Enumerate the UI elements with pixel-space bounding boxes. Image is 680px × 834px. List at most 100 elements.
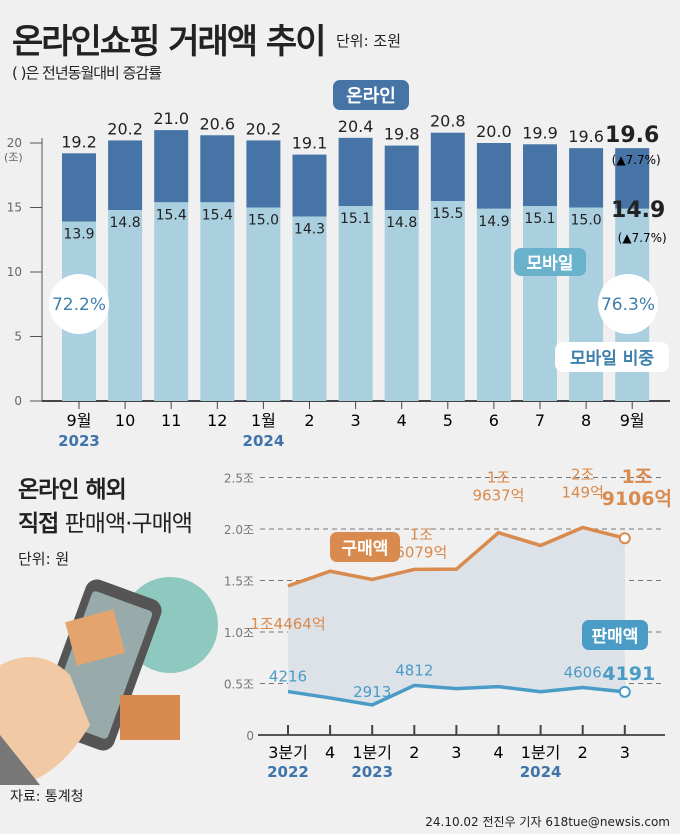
x-tick-label: 3 xyxy=(620,743,630,762)
x-tick-label: 2 xyxy=(304,411,314,430)
y-tick-label: 0 xyxy=(14,394,22,408)
online-value-label: 19.6 xyxy=(568,127,604,146)
title-rest: 판매액·구매액 xyxy=(58,511,193,537)
x-tick-label: 8 xyxy=(581,411,591,430)
mobile-value-label: 15.0 xyxy=(248,213,279,229)
online-value-label: 20.2 xyxy=(246,119,282,138)
online-bar xyxy=(200,135,235,203)
y-tick-label: 10 xyxy=(7,265,22,279)
online-bar xyxy=(430,132,465,202)
line-chart-title-2: 직접 판매액·구매액 xyxy=(18,504,193,538)
sales-value-label: 4216 xyxy=(269,668,307,686)
mobile-bar xyxy=(384,210,419,401)
online-value-label: 19.2 xyxy=(61,132,97,151)
hand-icon xyxy=(0,657,90,785)
line-chart: 0 0.5조 1.0조 1.5조 2.0조 2.5조 3분기 4 1분기 2 3 4 1분기 2 3 2022… xyxy=(224,465,672,781)
mobile-value-label: 14.3 xyxy=(294,222,325,238)
x-tick-label: 12 xyxy=(207,411,227,430)
share-circle xyxy=(598,274,658,334)
online-value-label: 20.4 xyxy=(338,117,374,136)
online-value-label: 19.1 xyxy=(292,134,328,153)
mobile-legend-badge xyxy=(514,248,586,276)
y-tick-label: 1.0조 xyxy=(224,626,254,640)
y-tick-label: 15 xyxy=(7,201,22,215)
mobile-value-label: 15.1 xyxy=(524,211,555,227)
line-unit-label: 단위: 원 xyxy=(18,550,70,568)
mobile-value-label: 14.9 xyxy=(611,198,665,223)
x-tick-label: 11 xyxy=(161,411,181,430)
phone-shopping-illustration xyxy=(0,577,218,785)
mobile-bar xyxy=(246,207,281,401)
online-value-label: 19.6 xyxy=(605,123,659,148)
x-tick-label: 4 xyxy=(325,743,335,762)
page-title: 온라인쇼핑 거래액 추이 xyxy=(12,22,326,62)
purchase-line xyxy=(287,525,626,588)
mobile-value-label: 14.8 xyxy=(110,215,141,231)
mobile-bar xyxy=(154,202,189,401)
x-tick-label: 7 xyxy=(535,411,545,430)
online-bar xyxy=(246,140,281,208)
purchase-value-label: 1조 6079억 xyxy=(395,525,447,561)
source: 자료: 통계청 xyxy=(10,789,84,805)
gap-area xyxy=(288,527,625,705)
share-last: 76.3% xyxy=(601,295,655,315)
online-value-label: 19.9 xyxy=(522,123,558,142)
unit-label: 단위: 조원 xyxy=(336,32,402,50)
share-label-badge xyxy=(555,342,669,372)
y-tick-label: 2.0조 xyxy=(224,523,254,537)
sales-legend: 판매액 xyxy=(592,627,639,647)
mobile-legend: 모바일 xyxy=(527,254,574,274)
sales-line xyxy=(287,683,625,707)
y-tick-label: 1.5조 xyxy=(224,575,254,589)
x-tick-label: 9월 xyxy=(620,411,645,430)
x-tick-label: 5 xyxy=(443,411,453,430)
end-point-marker xyxy=(618,685,631,698)
purchase-value-label: 1조 9106억 xyxy=(602,466,672,510)
line-chart-title-1: 온라인 해외 xyxy=(18,477,127,503)
x-tick-label: 2 xyxy=(409,743,419,762)
mobile-bar xyxy=(200,202,235,401)
online-legend: 온라인 xyxy=(346,86,396,107)
mobile-value-label: 13.9 xyxy=(63,227,94,243)
year-label: 2023 xyxy=(351,763,393,781)
x-tick-label: 6 xyxy=(489,411,499,430)
y-tick-label: 2.5조 xyxy=(224,472,254,486)
year-label: 2024 xyxy=(243,432,285,450)
x-tick-label: 9월 xyxy=(67,411,92,430)
mobile-bar xyxy=(430,201,465,401)
share-label: 모바일 비중 xyxy=(570,349,654,369)
online-value-label: 20.8 xyxy=(430,112,466,131)
mobile-bar xyxy=(338,206,373,401)
sales-value-label: 4191 xyxy=(602,663,655,685)
y-tick-label: 0 xyxy=(246,729,254,743)
online-value-label: 20.2 xyxy=(107,119,143,138)
x-tick-label: 4 xyxy=(493,743,503,762)
online-value-label: 19.8 xyxy=(384,125,420,144)
sales-legend-badge xyxy=(582,620,648,650)
bar-chart: 0 5 10 15 20(조) 19.2 13.9 9월 20.2 14.8 10 21.0 15.4 1… xyxy=(4,80,670,450)
x-tick-label: 3분기 xyxy=(268,743,308,762)
online-bar xyxy=(523,144,557,207)
mobile-bar xyxy=(292,216,327,401)
year-label: 2023 xyxy=(58,432,100,450)
box-icon xyxy=(65,609,126,666)
mobile-bar xyxy=(476,208,511,401)
x-tick-label: 2 xyxy=(578,743,588,762)
online-change: (▲7.7%) xyxy=(612,153,661,167)
x-tick-label: 4 xyxy=(397,411,407,430)
mobile-value-label: 15.5 xyxy=(432,206,463,222)
online-legend-badge xyxy=(333,80,409,110)
online-bar xyxy=(615,148,650,209)
online-bar xyxy=(108,140,143,211)
year-label: 2024 xyxy=(520,763,562,781)
x-tick-label: 1월 xyxy=(251,411,276,430)
share-first: 72.2% xyxy=(52,295,106,315)
y-tick-label: 5 xyxy=(14,330,22,344)
x-tick-label: 3 xyxy=(451,743,461,762)
share-circle xyxy=(49,274,109,334)
mobile-bar xyxy=(523,206,557,401)
y-tick-label: 20 xyxy=(7,136,22,150)
mobile-value-label: 15.4 xyxy=(202,207,233,223)
mobile-value-label: 15.1 xyxy=(340,211,371,227)
